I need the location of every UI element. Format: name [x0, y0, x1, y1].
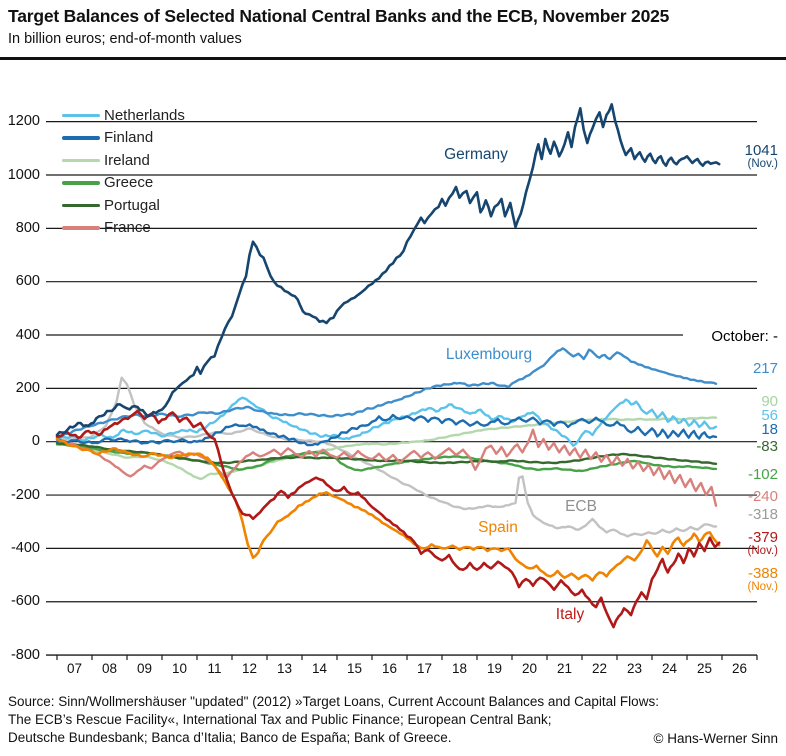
- legend-item-greece: Greece: [62, 172, 185, 195]
- right-label--318: -318: [748, 507, 778, 522]
- x-axis-label-14: 14: [311, 661, 328, 676]
- right-label-value: -388: [747, 565, 778, 582]
- x-axis-label-08: 08: [101, 661, 118, 676]
- right-label-217: 217: [753, 361, 778, 376]
- x-axis-label-18: 18: [451, 661, 468, 676]
- series-line-luxembourg: [55, 347, 718, 439]
- source-line-3: Deutsche Bundesbank; Banca d’Italia; Ban…: [8, 730, 452, 745]
- x-axis-label-13: 13: [276, 661, 293, 676]
- right-label-value: 217: [752, 360, 778, 377]
- x-axis-label-23: 23: [626, 661, 643, 676]
- x-axis-label-12: 12: [241, 661, 258, 676]
- header-rule: [0, 57, 786, 60]
- legend-swatch: [62, 226, 100, 230]
- right-label-month-note: (Nov.): [747, 581, 778, 593]
- y-axis-label--200: -200: [10, 486, 40, 503]
- right-label-value: -240: [747, 488, 778, 505]
- series-line-germany: [55, 103, 721, 437]
- chart-subtitle: In billion euros; end-of-month values: [8, 31, 242, 47]
- series-line-italy: [55, 409, 721, 629]
- series-label-spain: Spain: [478, 519, 518, 536]
- x-axis-label-16: 16: [381, 661, 398, 676]
- series-line-ireland: [55, 416, 718, 481]
- y-axis-label--400: -400: [10, 539, 40, 556]
- y-axis-label-1000: 1000: [7, 166, 40, 183]
- right-label-56: 56: [761, 408, 778, 423]
- legend-swatch: [62, 181, 100, 185]
- x-axis-label-19: 19: [486, 661, 503, 676]
- legend-item-finland: Finland: [62, 127, 185, 150]
- x-axis-label-26: 26: [731, 661, 748, 676]
- x-axis-label-21: 21: [556, 661, 573, 676]
- series-line-ecb: [55, 376, 718, 538]
- right-label-value: -83: [756, 438, 778, 455]
- x-axis-label-22: 22: [591, 661, 608, 676]
- legend-label: France: [104, 219, 151, 237]
- x-axis-label-10: 10: [171, 661, 188, 676]
- legend-label: Portugal: [104, 196, 160, 214]
- right-label-value: 18: [761, 421, 778, 438]
- series-line-netherlands: [55, 396, 718, 447]
- right-label--102: -102: [748, 467, 778, 482]
- source-line-2: The ECB’s Rescue Facility«, Internationa…: [8, 712, 552, 727]
- y-axis-label--800: -800: [10, 646, 40, 663]
- legend-label: Greece: [104, 174, 154, 192]
- right-label-october-: October: -: [711, 329, 778, 344]
- x-axis-label-24: 24: [661, 661, 678, 676]
- chart-title: Target Balances of Selected National Cen…: [8, 6, 670, 26]
- right-label-value: 1041: [744, 142, 778, 159]
- right-label-1041: 1041 (Nov.): [745, 143, 778, 170]
- series-label-italy: Italy: [555, 606, 585, 623]
- y-axis-label--600: -600: [10, 593, 40, 610]
- right-label-month-note: (Nov.): [747, 158, 778, 170]
- legend-swatch: [62, 136, 100, 140]
- legend-swatch: [62, 158, 100, 162]
- right-label-value: October: -: [711, 328, 778, 345]
- legend: Netherlands Finland Ireland Greece Portugal F…: [62, 104, 185, 239]
- right-label-18: 18: [761, 422, 778, 437]
- legend-item-portugal: Portugal: [62, 194, 185, 217]
- x-axis-label-15: 15: [346, 661, 363, 676]
- legend-swatch: [62, 113, 100, 117]
- right-label-value: -379: [747, 529, 778, 546]
- right-label-value: 90: [761, 393, 778, 410]
- x-axis-label-17: 17: [416, 661, 433, 676]
- y-axis-label-1200: 1200: [7, 113, 40, 130]
- series-line-spain: [55, 437, 721, 582]
- series-label-germany: Germany: [444, 146, 508, 163]
- right-label--240: -240: [748, 489, 778, 504]
- copyright: © Hans-Werner Sinn: [653, 731, 779, 746]
- right-label--83: -83: [756, 439, 778, 454]
- x-axis-label-07: 07: [66, 661, 83, 676]
- legend-label: Netherlands: [104, 106, 185, 124]
- y-axis-label-400: 400: [15, 326, 40, 343]
- legend-swatch: [62, 203, 100, 207]
- y-axis-label-0: 0: [31, 433, 40, 450]
- legend-item-netherlands: Netherlands: [62, 104, 185, 127]
- legend-label: Finland: [104, 129, 154, 147]
- x-axis-label-11: 11: [207, 661, 222, 676]
- y-axis-label-800: 800: [15, 219, 40, 236]
- y-axis-label-600: 600: [15, 273, 40, 290]
- right-label-value: 56: [761, 407, 778, 424]
- right-label-90: 90: [761, 394, 778, 409]
- legend-item-ireland: Ireland: [62, 149, 185, 172]
- x-axis-label-09: 09: [136, 661, 153, 676]
- legend-label: Ireland: [104, 151, 150, 169]
- right-label-month-note: (Nov.): [747, 545, 778, 557]
- series-label-ecb: ECB: [565, 498, 597, 515]
- legend-item-france: France: [62, 217, 185, 240]
- series-label-luxembourg: Luxembourg: [445, 346, 533, 363]
- right-label--379: -379 (Nov.): [748, 530, 778, 557]
- x-axis-label-20: 20: [521, 661, 538, 676]
- source-line-1: Source: Sinn/Wollmershäuser "updated" (2…: [8, 694, 659, 709]
- y-axis-label-200: 200: [15, 379, 40, 396]
- right-label-value: -318: [747, 506, 778, 523]
- x-axis-label-25: 25: [696, 661, 713, 676]
- right-label-value: -102: [747, 466, 778, 483]
- series-line-finland: [55, 413, 718, 447]
- right-label--388: -388 (Nov.): [748, 566, 778, 593]
